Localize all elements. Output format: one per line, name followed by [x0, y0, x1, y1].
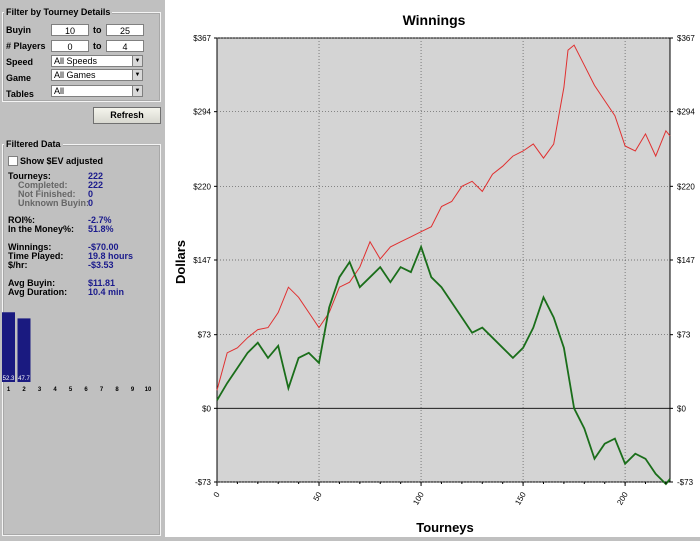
- game-label: Game: [6, 73, 32, 83]
- sidebar: Filter by Tourney Details Buyin 10 to 25…: [0, 0, 162, 537]
- players-max-field[interactable]: 4: [106, 40, 144, 52]
- filtered-data-title: Filtered Data: [4, 139, 63, 149]
- players-min-field[interactable]: 0: [51, 40, 89, 52]
- y-tick-label-right: $367: [677, 34, 695, 43]
- series-line-red: [216, 44, 671, 391]
- finish-bar-label: 52.3: [3, 376, 15, 382]
- tourneys-value: 222: [88, 171, 104, 181]
- x-tick-label: 50: [312, 490, 325, 503]
- per-hour-value: -$3.53: [88, 260, 114, 270]
- roi-value: -2.7%: [88, 215, 112, 225]
- avg-buyin-label: Avg Buyin:: [8, 278, 56, 288]
- y-tick-label-left: $147: [193, 256, 211, 265]
- buyin-max-field[interactable]: 25: [106, 24, 144, 36]
- x-tick-label: 150: [513, 490, 528, 507]
- players-to-label: to: [93, 41, 102, 51]
- finish-position-label: 8: [115, 387, 119, 393]
- avg-duration-value: 10.4 min: [88, 287, 125, 297]
- chevron-down-icon: ▼: [132, 70, 142, 80]
- speed-label: Speed: [6, 57, 34, 67]
- roi-label: ROI%:: [8, 215, 35, 225]
- chart-title: Winnings: [403, 12, 466, 28]
- game-select[interactable]: All Games ▼: [51, 69, 143, 81]
- y-tick-label-left: $73: [198, 331, 212, 340]
- y-tick-label-right: $0: [677, 404, 686, 413]
- avg-duration-label: Avg Duration:: [8, 287, 68, 297]
- speed-select-value: All Speeds: [54, 56, 98, 66]
- y-tick-label-right: $147: [677, 256, 695, 265]
- finish-position-label: 2: [22, 387, 26, 393]
- unknown-buyin-label: Unknown Buyin:: [18, 198, 89, 208]
- y-tick-label-right: -$73: [677, 478, 694, 487]
- finish-position-label: 3: [38, 387, 42, 393]
- speed-select[interactable]: All Speeds ▼: [51, 55, 143, 67]
- time-played-label: Time Played:: [8, 251, 64, 261]
- ev-adjusted-checkbox[interactable]: [8, 156, 18, 166]
- winnings-value: -$70.00: [88, 242, 119, 252]
- finish-position-label: 7: [100, 387, 104, 393]
- game-select-value: All Games: [54, 70, 96, 80]
- avg-buyin-value: $11.81: [88, 278, 116, 288]
- finish-position-label: 10: [145, 387, 152, 393]
- y-tick-label-left: -$73: [195, 478, 212, 487]
- refresh-button[interactable]: Refresh: [93, 107, 161, 124]
- finish-position-label: 9: [131, 387, 135, 393]
- itm-value: 51.8%: [88, 224, 114, 234]
- y-tick-label-left: $367: [193, 34, 211, 43]
- ev-adjusted-label: Show $EV adjusted: [20, 156, 104, 166]
- y-tick-label-right: $73: [677, 331, 691, 340]
- finish-position-chart: 52.3 47.7 1 2 3 4 5 6 7 8 9 10: [2, 312, 152, 393]
- buyin-label: Buyin: [6, 25, 32, 35]
- finish-position-label: 1: [7, 387, 11, 393]
- chart-axes: $367 $367 $294 $294 $220 $220 $147 $147 $73 $73 $0…: [193, 34, 695, 507]
- tables-select-value: All: [54, 86, 65, 96]
- finish-bar: [17, 318, 31, 382]
- x-tick-label: 0: [212, 490, 222, 499]
- per-hour-label: $/hr:: [8, 260, 28, 270]
- itm-label: In the Money%:: [8, 224, 75, 234]
- completed-label: Completed:: [18, 180, 68, 190]
- finish-position-label: 6: [84, 387, 88, 393]
- x-axis-label: Tourneys: [416, 520, 474, 535]
- chart-lines: [216, 44, 671, 486]
- not-finished-label: Not Finished:: [18, 189, 76, 199]
- finish-position-label: 5: [69, 387, 73, 393]
- y-tick-label-right: $294: [677, 108, 695, 117]
- finish-bar-label: 47.7: [18, 376, 30, 382]
- chevron-down-icon: ▼: [132, 86, 142, 96]
- buyin-to-label: to: [93, 25, 102, 35]
- finish-position-label: 4: [53, 387, 57, 393]
- y-tick-label-left: $0: [202, 404, 211, 413]
- winnings-label: Winnings:: [8, 242, 52, 252]
- tables-label: Tables: [6, 89, 34, 99]
- time-played-value: 19.8 hours: [88, 251, 134, 261]
- y-axis-label: Dollars: [173, 240, 188, 284]
- not-finished-value: 0: [88, 189, 94, 199]
- winnings-chart-panel: $367 $367 $294 $294 $220 $220 $147 $147 $73 $73 $0…: [165, 0, 700, 537]
- players-label: # Players: [6, 41, 46, 51]
- y-tick-label-left: $294: [193, 108, 211, 117]
- finish-bar: [2, 312, 15, 382]
- filter-group-title: Filter by Tourney Details: [4, 7, 113, 17]
- x-tick-label: 200: [615, 490, 630, 507]
- tourneys-label: Tourneys:: [8, 171, 51, 181]
- y-tick-label-right: $220: [677, 182, 695, 191]
- x-tick-label: 100: [411, 490, 426, 507]
- completed-value: 222: [88, 180, 104, 190]
- series-line-green: [216, 244, 671, 486]
- plot-area: [216, 37, 671, 483]
- unknown-buyin-value: 0: [88, 198, 94, 208]
- y-tick-label-left: $220: [193, 182, 211, 191]
- chevron-down-icon: ▼: [132, 56, 142, 66]
- buyin-min-field[interactable]: 10: [51, 24, 89, 36]
- chart-grid: [216, 37, 671, 483]
- tables-select[interactable]: All ▼: [51, 85, 143, 97]
- winnings-chart: $367 $367 $294 $294 $220 $220 $147 $147 $73 $73 $0…: [173, 12, 695, 535]
